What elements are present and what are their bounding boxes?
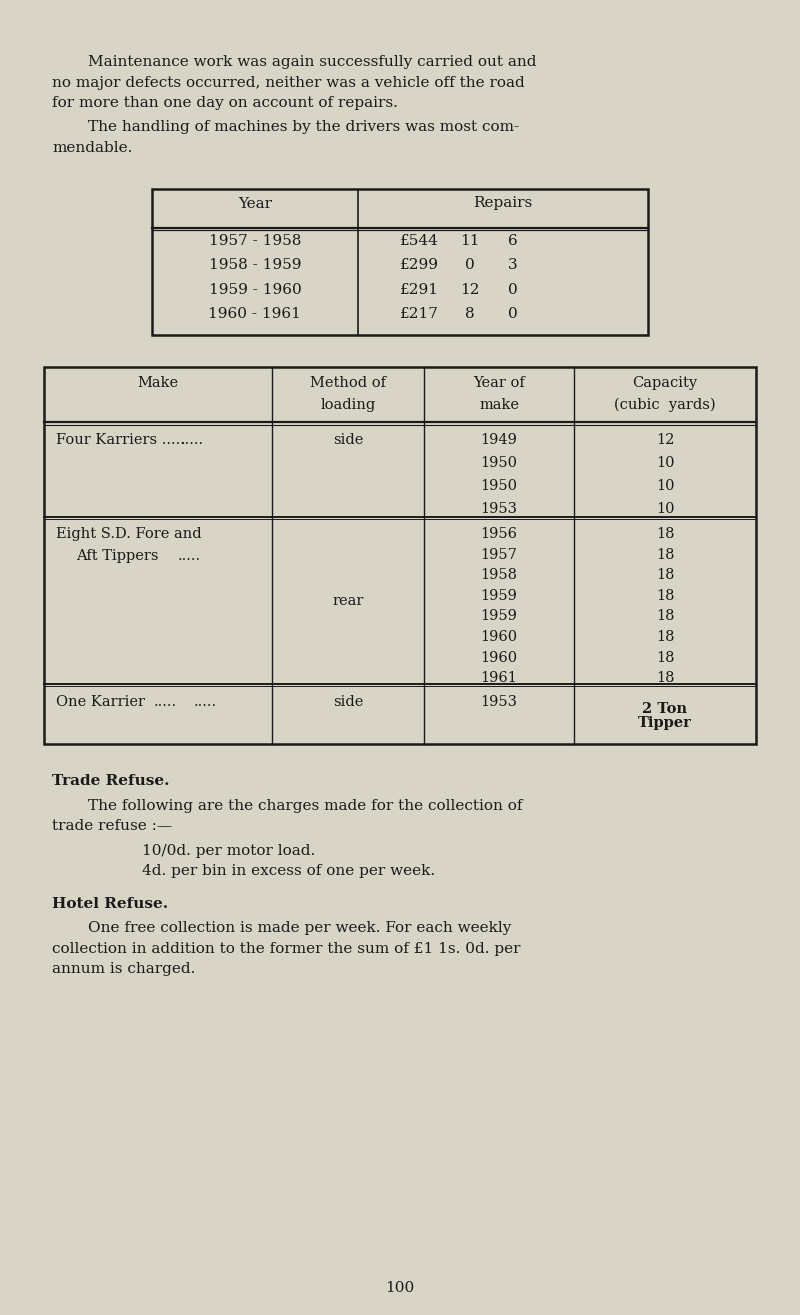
Text: loading: loading	[320, 398, 376, 412]
Text: no major defects occurred, neither was a vehicle off the road: no major defects occurred, neither was a…	[52, 75, 525, 89]
Text: 1953: 1953	[481, 502, 518, 515]
Text: 18: 18	[656, 671, 674, 685]
Text: 18: 18	[656, 651, 674, 664]
Text: 0: 0	[508, 308, 518, 321]
Text: 18: 18	[656, 589, 674, 602]
Text: 10: 10	[656, 502, 674, 515]
Text: One free collection is made per week. For each weekly: One free collection is made per week. Fo…	[88, 922, 511, 935]
Text: 1953: 1953	[481, 696, 518, 709]
Text: .....: .....	[181, 433, 204, 447]
Text: annum is charged.: annum is charged.	[52, 963, 195, 977]
Text: 0: 0	[508, 283, 518, 297]
Text: Year of: Year of	[473, 376, 525, 391]
Text: side: side	[333, 433, 363, 447]
Text: 12: 12	[460, 283, 479, 297]
Text: Hotel Refuse.: Hotel Refuse.	[52, 897, 168, 911]
Text: 3: 3	[508, 259, 518, 272]
Text: 1960 - 1961: 1960 - 1961	[209, 308, 302, 321]
Bar	[44, 367, 756, 744]
Text: .....: .....	[154, 696, 177, 709]
Text: 1956: 1956	[481, 527, 518, 540]
Text: 1957: 1957	[481, 547, 518, 562]
Text: Make: Make	[138, 376, 178, 391]
Text: Year: Year	[238, 196, 272, 210]
Bar	[152, 189, 648, 335]
Text: Capacity: Capacity	[633, 376, 698, 391]
Text: £291: £291	[400, 283, 439, 297]
Text: collection in addition to the former the sum of £1 1s. 0d. per: collection in addition to the former the…	[52, 942, 521, 956]
Text: 8: 8	[465, 308, 474, 321]
Text: Repairs: Repairs	[474, 196, 533, 210]
Text: One Karrier: One Karrier	[56, 696, 145, 709]
Text: Aft Tippers: Aft Tippers	[76, 550, 158, 563]
Text: 2 Ton: 2 Ton	[642, 702, 687, 717]
Text: make: make	[479, 398, 519, 412]
Text: The following are the charges made for the collection of: The following are the charges made for t…	[88, 800, 522, 813]
Text: 12: 12	[656, 433, 674, 447]
Text: 1960: 1960	[481, 651, 518, 664]
Text: 1960: 1960	[481, 630, 518, 644]
Text: 0: 0	[465, 259, 474, 272]
Text: mendable.: mendable.	[52, 141, 132, 155]
Text: .....: .....	[194, 696, 217, 709]
Text: 100: 100	[386, 1281, 414, 1295]
Text: Four Karriers .....: Four Karriers .....	[56, 433, 185, 447]
Text: 1950: 1950	[481, 479, 518, 493]
Text: 18: 18	[656, 568, 674, 583]
Text: £544: £544	[400, 234, 438, 249]
Text: trade refuse :—: trade refuse :—	[52, 819, 172, 834]
Text: 4d. per bin in excess of one per week.: 4d. per bin in excess of one per week.	[142, 864, 435, 878]
Text: 18: 18	[656, 609, 674, 623]
Text: 1959: 1959	[481, 589, 518, 602]
Text: 1950: 1950	[481, 456, 518, 469]
Text: Eight S.D. Fore and: Eight S.D. Fore and	[56, 527, 202, 540]
Text: side: side	[333, 696, 363, 709]
Text: rear: rear	[332, 594, 364, 609]
Text: 11: 11	[460, 234, 479, 249]
Text: Maintenance work was again successfully carried out and: Maintenance work was again successfully …	[88, 55, 537, 68]
Text: 18: 18	[656, 547, 674, 562]
Text: The handling of machines by the drivers was most com-: The handling of machines by the drivers …	[88, 121, 519, 134]
Text: £217: £217	[400, 308, 438, 321]
Text: Method of: Method of	[310, 376, 386, 391]
Text: 1949: 1949	[481, 433, 518, 447]
Text: 18: 18	[656, 630, 674, 644]
Text: .....: .....	[178, 550, 201, 563]
Text: 1958: 1958	[481, 568, 518, 583]
Text: 10/0d. per motor load.: 10/0d. per motor load.	[142, 844, 315, 857]
Text: 10: 10	[656, 456, 674, 469]
Text: 1959 - 1960: 1959 - 1960	[209, 283, 302, 297]
Text: 1961: 1961	[481, 671, 518, 685]
Text: Trade Refuse.: Trade Refuse.	[52, 775, 170, 789]
Text: 1959: 1959	[481, 609, 518, 623]
Text: 18: 18	[656, 527, 674, 540]
Text: £299: £299	[400, 259, 439, 272]
Text: (cubic  yards): (cubic yards)	[614, 398, 716, 413]
Text: for more than one day on account of repairs.: for more than one day on account of repa…	[52, 96, 398, 110]
Text: 1957 - 1958: 1957 - 1958	[209, 234, 301, 249]
Text: 6: 6	[508, 234, 518, 249]
Text: 10: 10	[656, 479, 674, 493]
Text: Tipper: Tipper	[638, 717, 692, 730]
Text: 1958 - 1959: 1958 - 1959	[209, 259, 301, 272]
